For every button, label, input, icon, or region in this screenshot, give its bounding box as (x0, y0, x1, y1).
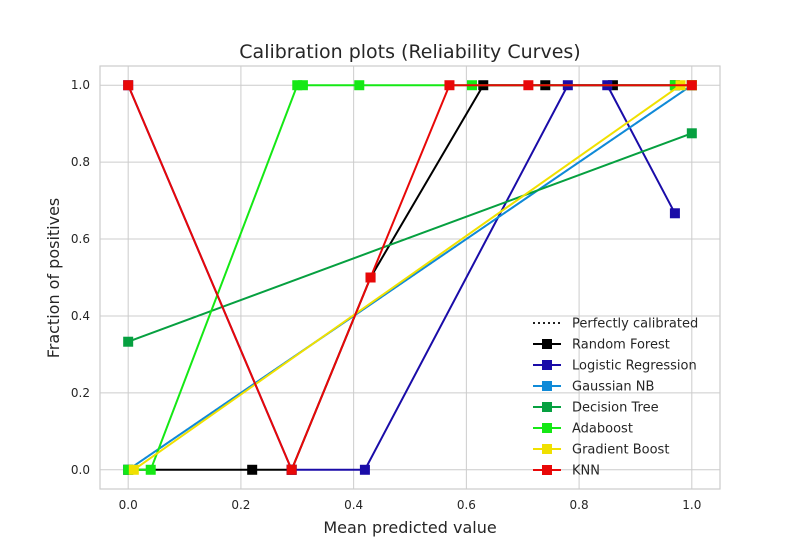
legend-label: Gaussian NB (572, 380, 654, 395)
y-tick-label: 0.4 (71, 309, 90, 323)
grid (100, 66, 720, 489)
data-point-knn (365, 272, 376, 283)
legend-label: Decision Tree (572, 401, 659, 416)
data-point-adaboost (297, 80, 308, 91)
data-point-knn (444, 80, 455, 91)
legend-entry-logistic-regression: Logistic Regression (533, 359, 697, 374)
x-tick-label: 0.0 (119, 498, 138, 512)
data-point-random-forest (247, 464, 258, 475)
data-point-decision-tree (686, 128, 697, 139)
data-point-adaboost (145, 464, 156, 475)
legend: Perfectly calibrated Random Forest Logisti… (533, 317, 698, 479)
legend-entry-gaussian-nb: Gaussian NB (533, 380, 654, 395)
series-line-knn (127, 84, 692, 471)
legend-entry-random-forest: Random Forest (533, 338, 670, 353)
legend-marker (542, 402, 552, 412)
legend-marker (542, 465, 552, 475)
legend-entry-adaboost: Adaboost (533, 422, 633, 437)
legend-entry-perfectly-calibrated: Perfectly calibrated (533, 317, 698, 332)
data-point-knn (523, 80, 534, 91)
chart-title: Calibration plots (Reliability Curves) (239, 41, 580, 63)
legend-entry-knn: KNN (533, 464, 600, 479)
series-layer (123, 80, 697, 475)
legend-marker (542, 339, 552, 349)
y-tick-label: 0.8 (71, 155, 90, 169)
x-tick-label: 0.4 (344, 498, 363, 512)
data-point-knn (686, 80, 697, 91)
data-point-knn (123, 80, 134, 91)
legend-label: KNN (572, 464, 600, 479)
y-tick-label: 0.0 (71, 463, 90, 477)
series-line-gaussian-nb (127, 84, 693, 471)
data-point-adaboost (123, 464, 134, 475)
tick-labels: 0.0 0.2 0.4 0.6 0.8 1.0 0.0 0.2 0.4 0.6 0.8 1.0 (71, 78, 701, 512)
legend-label: Perfectly calibrated (572, 317, 698, 332)
legend-label: Logistic Regression (572, 359, 697, 374)
series-knn (123, 80, 697, 475)
y-tick-label: 0.6 (71, 232, 90, 246)
data-point-gradient-boost (128, 464, 139, 475)
data-point-logistic-regression (359, 464, 370, 475)
x-tick-label: 0.6 (457, 498, 476, 512)
legend-entry-gradient-boost: Gradient Boost (533, 443, 669, 458)
legend-label: Adaboost (572, 422, 633, 437)
legend-marker (542, 423, 552, 433)
legend-marker (542, 444, 552, 454)
data-point-adaboost (292, 80, 303, 91)
y-tick-label: 0.2 (71, 386, 90, 400)
y-tick-label: 1.0 (71, 78, 90, 92)
legend-label: Random Forest (572, 338, 670, 353)
x-tick-label: 1.0 (682, 498, 701, 512)
legend-marker (542, 381, 552, 391)
data-point-decision-tree (123, 336, 134, 347)
legend-entry-decision-tree: Decision Tree (533, 401, 659, 416)
data-point-adaboost (354, 80, 365, 91)
y-axis-label: Fraction of positives (44, 198, 63, 359)
legend-label: Gradient Boost (572, 443, 669, 458)
x-tick-label: 0.2 (231, 498, 250, 512)
x-tick-label: 0.8 (570, 498, 589, 512)
data-point-knn (286, 464, 297, 475)
legend-marker (542, 360, 552, 370)
data-point-logistic-regression (669, 208, 680, 219)
x-axis-label: Mean predicted value (323, 518, 496, 537)
